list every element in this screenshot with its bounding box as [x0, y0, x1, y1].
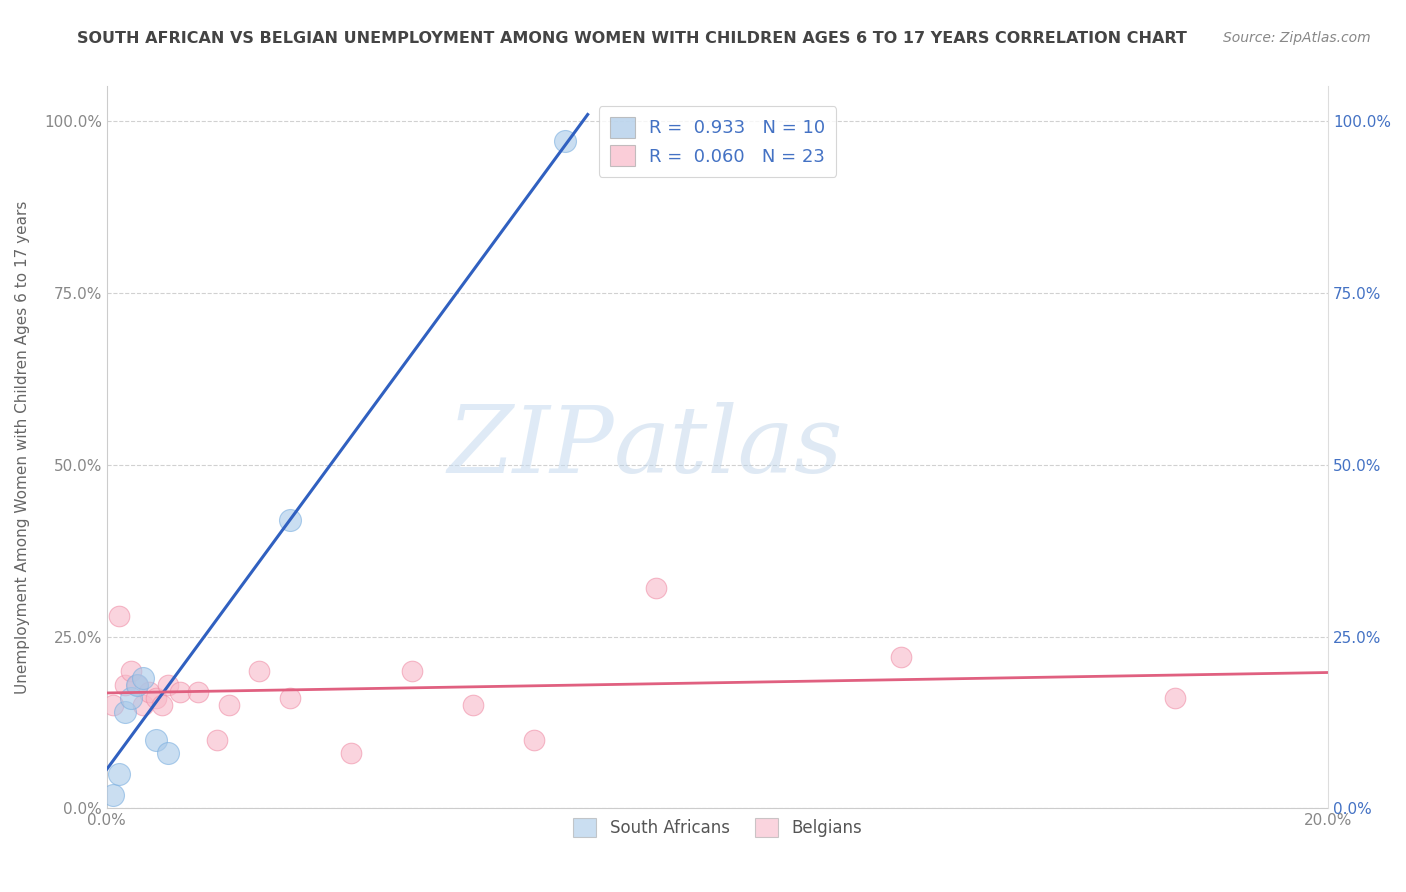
- Point: [150, 698, 173, 713]
- Point: [187, 684, 209, 698]
- Point: [156, 678, 179, 692]
- Point: [278, 513, 301, 527]
- Point: [127, 678, 149, 692]
- Y-axis label: Unemployment Among Women with Children Ages 6 to 17 years: Unemployment Among Women with Children A…: [15, 201, 30, 694]
- Point: [1164, 691, 1187, 706]
- Point: [645, 582, 668, 596]
- Text: atlas: atlas: [613, 402, 844, 492]
- Point: [132, 671, 155, 685]
- Point: [132, 698, 155, 713]
- Point: [218, 698, 240, 713]
- Point: [108, 608, 131, 623]
- Text: ZIP: ZIP: [447, 402, 613, 492]
- Point: [278, 691, 301, 706]
- Point: [114, 705, 136, 719]
- Text: Source: ZipAtlas.com: Source: ZipAtlas.com: [1223, 31, 1371, 45]
- Point: [120, 664, 142, 678]
- Point: [463, 698, 485, 713]
- Point: [340, 747, 363, 761]
- Point: [205, 732, 228, 747]
- Point: [101, 698, 124, 713]
- Point: [145, 732, 167, 747]
- Point: [401, 664, 423, 678]
- Point: [554, 134, 576, 148]
- Point: [156, 747, 179, 761]
- Point: [138, 684, 160, 698]
- Point: [101, 788, 124, 802]
- Legend: South Africans, Belgians: South Africans, Belgians: [567, 811, 869, 844]
- Point: [523, 732, 546, 747]
- Point: [169, 684, 191, 698]
- Point: [249, 664, 271, 678]
- Point: [120, 691, 142, 706]
- Point: [145, 691, 167, 706]
- Text: SOUTH AFRICAN VS BELGIAN UNEMPLOYMENT AMONG WOMEN WITH CHILDREN AGES 6 TO 17 YEA: SOUTH AFRICAN VS BELGIAN UNEMPLOYMENT AM…: [77, 31, 1187, 46]
- Point: [108, 767, 131, 781]
- Point: [890, 650, 912, 665]
- Point: [127, 678, 149, 692]
- Point: [114, 678, 136, 692]
